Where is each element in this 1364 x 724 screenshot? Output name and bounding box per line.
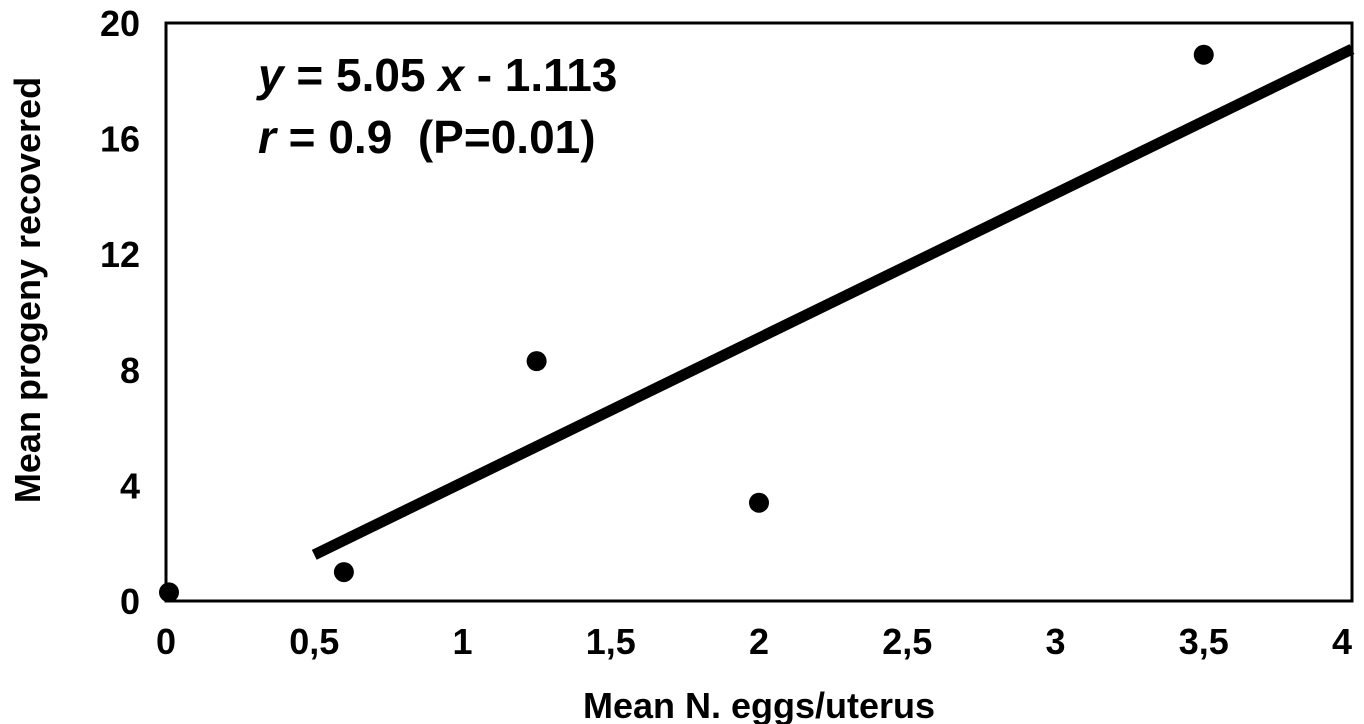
equation-var-x: x	[435, 49, 466, 101]
y-tick-label: 16	[100, 119, 140, 160]
regression-line	[311, 44, 1355, 560]
data-point	[1193, 44, 1214, 65]
data-point	[159, 582, 179, 603]
x-tick-labels: 0 0,5 1 1,5 2 2,5 3 3,5 4	[156, 621, 1352, 662]
x-tick-label: 3,5	[1179, 621, 1229, 662]
r-var: r	[258, 111, 278, 163]
y-tick-label: 4	[120, 465, 140, 506]
x-tick-label: 1	[452, 621, 472, 662]
equation-var-y: y	[256, 49, 286, 101]
y-tick-label: 12	[100, 234, 140, 275]
y-axis-label: Mean progeny recovered	[7, 77, 48, 503]
x-tick-label: 4	[1332, 621, 1352, 662]
y-tick-label: 0	[120, 581, 140, 622]
r-tail: = 0.9 (P=0.01)	[276, 111, 596, 163]
equation-tail: - 1.113	[464, 49, 617, 101]
equation-annotation: y = 5.05 x - 1.113	[256, 49, 617, 101]
y-tick-label: 8	[120, 350, 140, 391]
x-axis-label: Mean N. eggs/uterus	[583, 685, 935, 724]
r-annotation: r = 0.9 (P=0.01)	[258, 111, 596, 163]
data-point	[333, 562, 354, 583]
y-tick-labels: 0 4 8 12 16 20	[100, 3, 140, 622]
plot-frame	[164, 21, 1354, 603]
x-tick-label: 2,5	[882, 621, 932, 662]
y-tick-label: 20	[100, 3, 140, 44]
data-point	[526, 351, 547, 372]
x-tick-label: 0,5	[289, 621, 339, 662]
data-point	[749, 492, 769, 513]
x-tick-label: 2	[749, 621, 769, 662]
x-tick-label: 0	[156, 621, 176, 662]
data-points	[159, 44, 1214, 603]
x-tick-label: 1,5	[586, 621, 636, 662]
x-tick-label: 3	[1045, 621, 1065, 662]
equation-mid: = 5.05	[284, 49, 439, 101]
